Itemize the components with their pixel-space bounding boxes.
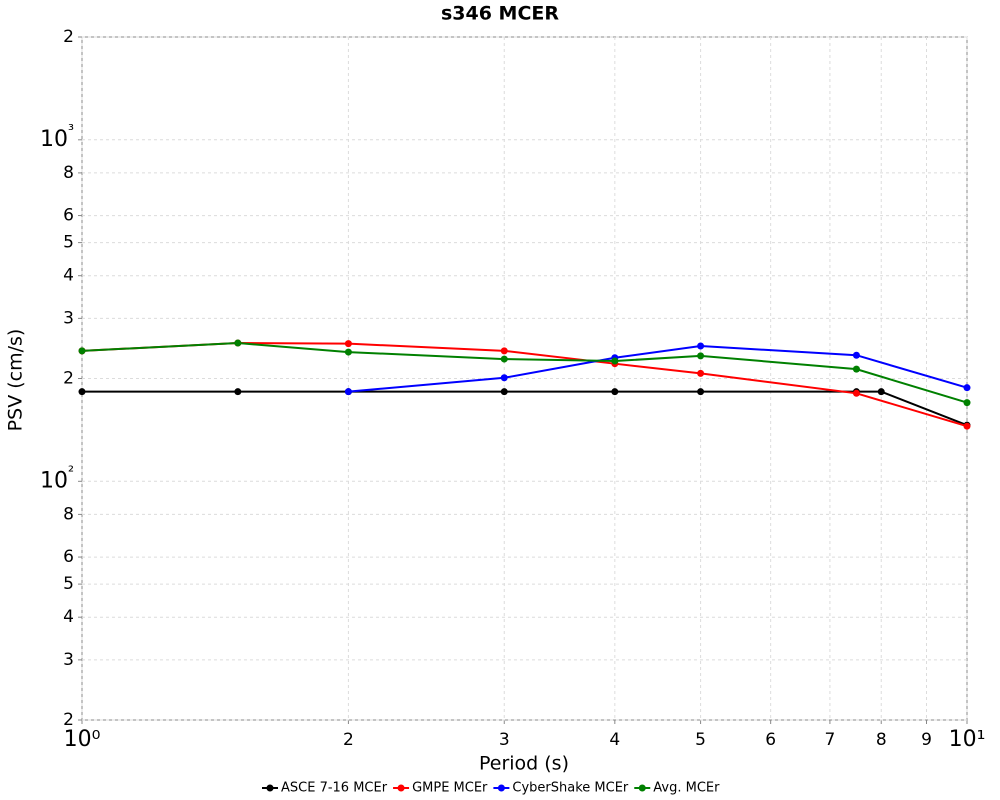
- series-line: [82, 390, 968, 427]
- series-line: [348, 344, 968, 393]
- x-tick-label: 6: [765, 730, 776, 750]
- data-point: [344, 340, 352, 348]
- data-point: [877, 388, 885, 396]
- x-tick-label: 2: [343, 730, 354, 750]
- data-point: [344, 388, 352, 396]
- y-tick-label: 4: [63, 607, 74, 627]
- legend-label: GMPE MCEr: [412, 781, 488, 796]
- data-point: [697, 352, 705, 360]
- data-point: [852, 389, 860, 397]
- y-tick-label: 6: [63, 547, 74, 567]
- data-point: [852, 365, 860, 373]
- data-point: [500, 347, 508, 355]
- data-point: [500, 374, 508, 382]
- series-line: [81, 342, 968, 428]
- x-tick-label: 10⁰: [64, 727, 101, 752]
- data-point: [78, 347, 86, 355]
- y-tick-label: 8: [63, 504, 74, 524]
- data-point: [963, 422, 971, 430]
- y-tick-label: 10²: [40, 462, 74, 494]
- y-tick-label: 5: [63, 233, 74, 253]
- y-tick-label: 3: [63, 650, 74, 670]
- data-point: [500, 355, 508, 363]
- y-tick-label: 2: [63, 27, 74, 47]
- chart-title: s346 MCER: [441, 3, 559, 25]
- x-tick-label: 3: [499, 730, 510, 750]
- legend-swatch: [266, 784, 274, 792]
- x-tick-label: 10¹: [949, 727, 986, 752]
- data-point: [344, 348, 352, 356]
- legend-swatch: [638, 784, 646, 792]
- data-point: [611, 357, 619, 365]
- series-line: [81, 342, 968, 404]
- data-point: [697, 388, 705, 396]
- data-point: [697, 369, 705, 377]
- data-point: [963, 384, 971, 392]
- y-tick-label: 4: [63, 266, 74, 286]
- y-tick-label: 10³: [40, 120, 74, 152]
- data-point: [234, 388, 242, 396]
- y-tick-label: 5: [63, 574, 74, 594]
- data-point: [697, 342, 705, 350]
- data-point: [500, 388, 508, 396]
- y-tick-label: 6: [63, 206, 74, 226]
- data-point: [963, 399, 971, 407]
- legend-label: Avg. MCEr: [653, 781, 720, 796]
- y-axis-label: PSV (cm/s): [5, 329, 27, 432]
- data-point: [78, 388, 86, 396]
- y-tick-label: 2: [63, 369, 74, 389]
- x-tick-label: 7: [824, 730, 835, 750]
- x-axis-label: Period (s): [479, 753, 569, 775]
- x-tick-label: 8: [876, 730, 887, 750]
- y-tick-label: 2: [63, 710, 74, 730]
- data-point: [234, 339, 242, 347]
- x-tick-label: 5: [695, 730, 706, 750]
- legend-swatch: [497, 784, 505, 792]
- legend-label: ASCE 7-16 MCEr: [281, 781, 388, 796]
- x-tick-label: 4: [609, 730, 620, 750]
- data-point: [611, 388, 619, 396]
- legend-swatch: [397, 784, 405, 792]
- x-tick-label: 9: [921, 730, 932, 750]
- y-tick-label: 8: [63, 163, 74, 183]
- legend-label: CyberShake MCEr: [512, 781, 629, 796]
- data-point: [852, 351, 860, 359]
- y-tick-label: 3: [63, 308, 74, 328]
